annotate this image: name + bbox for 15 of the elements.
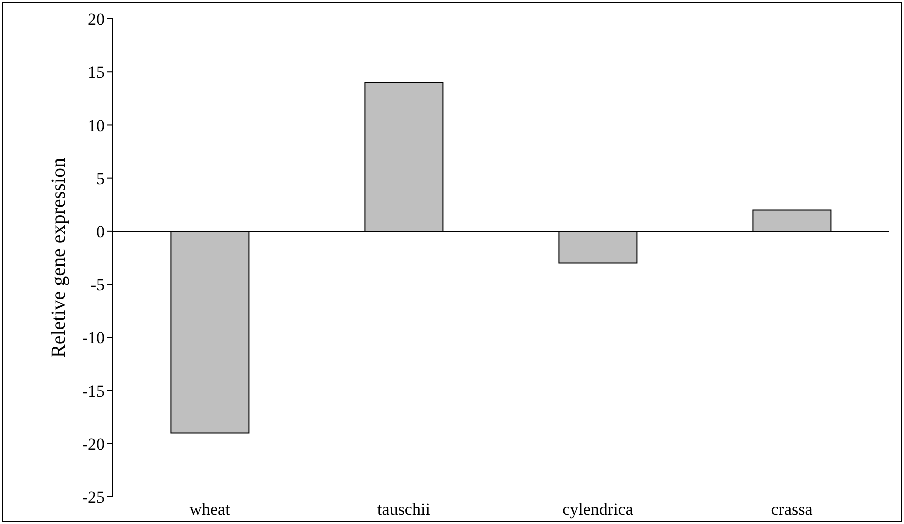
x-tick-label: tauschii bbox=[378, 500, 431, 520]
y-tick-label: -25 bbox=[82, 488, 105, 508]
y-tick-label: 20 bbox=[88, 10, 105, 30]
x-tick-label: crassa bbox=[771, 500, 814, 520]
y-tick-label: -15 bbox=[82, 382, 105, 401]
x-tick-label: wheat bbox=[190, 500, 231, 520]
y-tick-label: -20 bbox=[82, 434, 105, 454]
y-tick-label: 15 bbox=[88, 63, 105, 82]
y-tick-label: 10 bbox=[88, 116, 105, 136]
y-tick-label: 5 bbox=[96, 169, 105, 188]
y-tick-label: 0 bbox=[96, 222, 105, 242]
x-tick-label: cylendrica bbox=[562, 500, 634, 520]
y-axis-title: Reletive gene expression bbox=[48, 158, 70, 358]
y-tick-label: -5 bbox=[90, 276, 105, 295]
y-tick-label: -10 bbox=[82, 328, 105, 348]
